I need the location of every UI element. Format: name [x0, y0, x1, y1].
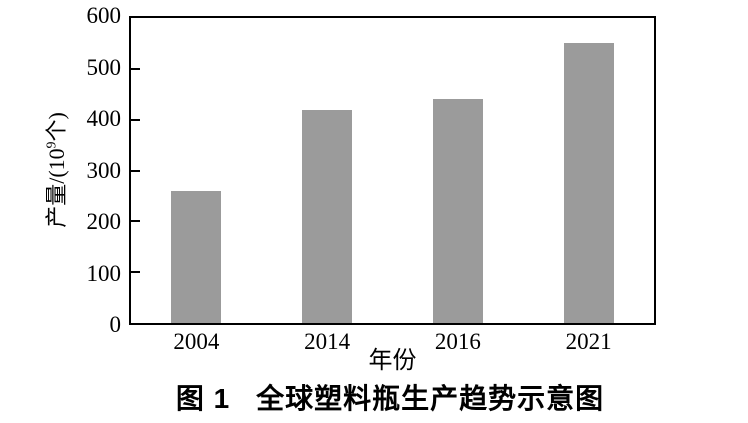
x-tick-label: 2021	[565, 329, 612, 354]
y-tick-mark	[131, 271, 140, 274]
y-tick-label: 0	[109, 312, 122, 338]
x-tick-label: 2014	[304, 329, 351, 354]
y-tick-label: 200	[86, 209, 122, 235]
y-tick-mark	[131, 220, 140, 223]
y-tick-label: 400	[86, 106, 122, 132]
y-tick-mark	[131, 169, 140, 172]
bar-2016	[432, 99, 483, 323]
plot-area	[129, 16, 656, 325]
bar-2021	[563, 43, 614, 323]
y-axis-label-superscript: 9	[43, 141, 59, 149]
figure-caption-title: 全球塑料瓶生产趋势示意图	[256, 383, 605, 414]
y-tick-label: 300	[86, 157, 122, 183]
y-tick-label: 600	[86, 3, 122, 29]
figure-caption: 图 1 全球塑料瓶生产趋势示意图	[60, 383, 720, 415]
y-tick-mark	[131, 67, 140, 70]
x-axis-label: 年份	[368, 348, 417, 374]
x-tick-label: 2016	[434, 329, 481, 354]
y-tick-mark	[131, 118, 140, 121]
y-tick-label: 100	[86, 260, 122, 286]
x-tick-label: 2004	[173, 329, 220, 354]
bar-2014	[302, 109, 353, 323]
y-tick-label: 500	[86, 54, 122, 80]
bar-2004	[171, 190, 222, 323]
figure-caption-number: 图 1	[175, 383, 231, 414]
